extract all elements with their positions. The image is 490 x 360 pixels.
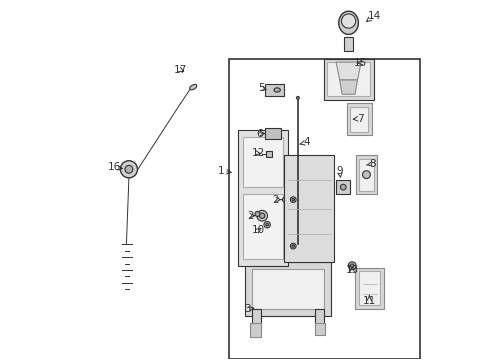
Polygon shape [336,62,361,80]
Polygon shape [347,103,372,135]
Text: 4: 4 [300,138,310,148]
Ellipse shape [257,210,268,221]
Polygon shape [323,59,373,100]
Text: 15: 15 [353,58,367,68]
Polygon shape [265,84,284,96]
Text: 14: 14 [367,11,381,22]
Text: 7: 7 [353,113,364,123]
Ellipse shape [296,96,299,99]
Text: 6: 6 [257,129,265,139]
Polygon shape [238,130,288,266]
Text: 9: 9 [336,166,343,177]
Ellipse shape [342,14,356,28]
Ellipse shape [292,198,294,201]
Ellipse shape [255,211,260,216]
Text: 13: 13 [345,265,359,275]
Polygon shape [315,323,325,336]
Ellipse shape [341,184,346,190]
Polygon shape [350,107,368,132]
Text: 8: 8 [367,159,376,169]
Text: 2: 2 [247,211,255,221]
Ellipse shape [339,11,358,35]
Ellipse shape [283,197,288,202]
Text: 16: 16 [108,162,122,172]
Polygon shape [315,309,323,327]
Ellipse shape [291,243,296,249]
Text: 5: 5 [259,83,266,93]
Polygon shape [327,62,370,96]
Text: 3: 3 [244,304,254,314]
Text: 11: 11 [363,296,376,306]
Polygon shape [250,323,261,337]
Polygon shape [344,37,353,51]
Ellipse shape [121,161,138,178]
Text: 1: 1 [218,166,231,176]
Ellipse shape [291,197,296,203]
Polygon shape [243,194,283,258]
Polygon shape [355,267,384,309]
Text: 17: 17 [174,65,187,75]
Polygon shape [265,128,281,139]
Ellipse shape [292,245,294,247]
Ellipse shape [274,88,280,92]
Polygon shape [245,262,331,316]
Ellipse shape [260,213,265,219]
Ellipse shape [266,224,269,226]
Polygon shape [359,158,373,191]
Ellipse shape [264,221,270,228]
Ellipse shape [350,264,354,267]
Polygon shape [252,269,323,309]
Ellipse shape [190,84,197,90]
Text: 10: 10 [252,225,265,235]
Polygon shape [243,137,283,187]
Polygon shape [266,152,272,157]
Ellipse shape [125,165,133,173]
Ellipse shape [348,262,356,270]
Bar [229,59,420,359]
Polygon shape [284,155,334,262]
Polygon shape [252,309,261,330]
Polygon shape [359,271,380,305]
Polygon shape [356,155,377,194]
Text: 12: 12 [251,148,265,158]
Polygon shape [336,180,350,194]
Text: 2: 2 [272,195,281,204]
Polygon shape [340,80,358,94]
Ellipse shape [363,171,370,179]
